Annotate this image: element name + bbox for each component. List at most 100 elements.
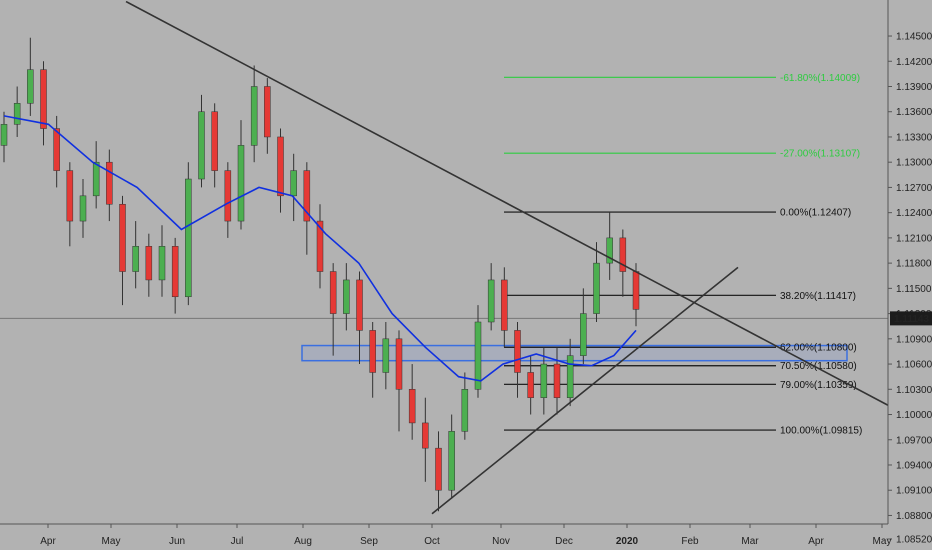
candle-up [487,279,495,323]
time-axis: Apr May Jun Jul Aug Sep Oct Nov Dec 2020 Feb Mar Apr… [40,524,891,547]
uptrend-line [431,266,739,515]
time-tick-label: Mar [741,536,759,547]
time-tick-label: May [102,536,121,547]
candle-up [13,103,21,125]
candle-down [553,363,561,398]
time-tick-label: Apr [808,536,824,547]
candle-down [264,86,271,138]
price-tick-label: 1.14500 [896,32,932,43]
candle-down [422,422,429,449]
price-axis: 1.14500 1.14200 1.13900 1.13600 1.13300 1.130… [888,32,932,546]
price-tick-label: 1.08520 [896,535,932,546]
candle-up [27,69,34,104]
trendlines-group [125,0,889,515]
candle-down [356,279,363,331]
candle-down [119,203,126,272]
candle-up [158,246,166,281]
price-tick-label: 1.13000 [896,158,932,169]
price-tick-label: 1.10900 [896,334,932,345]
candle-up [606,237,613,264]
candle-down [408,389,416,424]
price-tick-label: 1.10000 [896,410,932,421]
candle-down [329,271,337,314]
price-tick-label: 1.09100 [896,486,932,497]
support-zone-group [301,344,848,362]
candle-up [474,321,482,390]
price-tick-label: 1.08800 [896,511,932,522]
price-tick-label: 1.09700 [896,435,932,446]
downtrend-line [125,0,889,406]
moving-average-group [3,115,637,382]
candle-down [619,237,627,272]
last-price-badge-text: 1.11143 [894,314,929,325]
candle-up [250,86,258,146]
candle-up [290,170,297,197]
price-tick-label: 1.14200 [896,57,932,68]
time-tick-label: Jul [231,536,244,547]
candle-down [369,330,376,373]
price-tick-label: 1.13600 [896,107,932,118]
candle-up [580,313,587,356]
price-tick-label: 1.12100 [896,233,932,244]
candle-down [435,447,442,491]
candle-up [343,279,350,314]
price-tick-label: 1.12700 [896,183,932,194]
candle-up [461,389,469,432]
candle-down [277,136,284,197]
candle-down [224,170,232,222]
fib-level-label: 62.00%(1.10800) [780,343,857,354]
time-tick-label: Feb [681,536,699,547]
candle-up [448,431,455,491]
candle-down [501,279,508,331]
price-tick-label: 1.11500 [896,284,932,295]
time-tick-label: May [873,536,892,547]
moving-average-line [3,115,637,382]
candle-down [632,271,640,310]
price-tick-label: 1.10300 [896,385,932,396]
candle-down [145,246,153,281]
candle-up [540,363,548,398]
last-price-badge: 1.11143 [890,311,932,326]
candle-up [79,195,87,222]
candle-up [593,262,600,314]
candle-down [303,170,311,222]
price-tick-label: 1.12400 [896,208,932,219]
price-tick-label: 1.09400 [896,460,932,471]
candle-up [0,124,8,146]
time-tick-label: Dec [555,536,573,547]
fib-level-label: 70.50%(1.10580) [780,361,857,372]
candle-down [53,128,60,171]
price-tick-label: 1.10600 [896,360,932,371]
candle-down [514,330,521,373]
time-tick-label: Sep [360,536,378,547]
candle-down [211,111,218,171]
fib-level-label: 79.00%(1.10359) [780,380,857,391]
candle-down [66,170,74,222]
candle-down [316,220,324,272]
candle-down [106,161,113,205]
time-tick-label: Apr [40,536,56,547]
support-zone [301,344,848,362]
candle-down [527,372,534,398]
fib-level-label: -61.80%(1.14009) [780,73,860,84]
fib-level-label: 0.00%(1.12407) [780,208,851,219]
candles-group [0,37,640,512]
candle-up [132,246,139,272]
time-tick-label: Jun [169,536,185,547]
candle-down [395,338,403,390]
time-tick-label: Aug [294,536,312,547]
time-tick-label: Nov [492,536,510,547]
candle-up [237,145,245,222]
time-tick-label: Oct [424,536,440,547]
price-tick-label: 1.11800 [896,259,932,270]
price-tick-label: 1.13300 [896,132,932,143]
candle-up [382,338,390,373]
last-price-badge-bg [890,311,932,326]
fib-level-label: 38.20%(1.11417) [780,291,856,302]
candle-up [566,355,574,398]
fib-level-label: 100.00%(1.09815) [780,426,862,437]
candle-up [198,111,205,180]
fib-level-label: -27.00%(1.13107) [780,149,860,160]
